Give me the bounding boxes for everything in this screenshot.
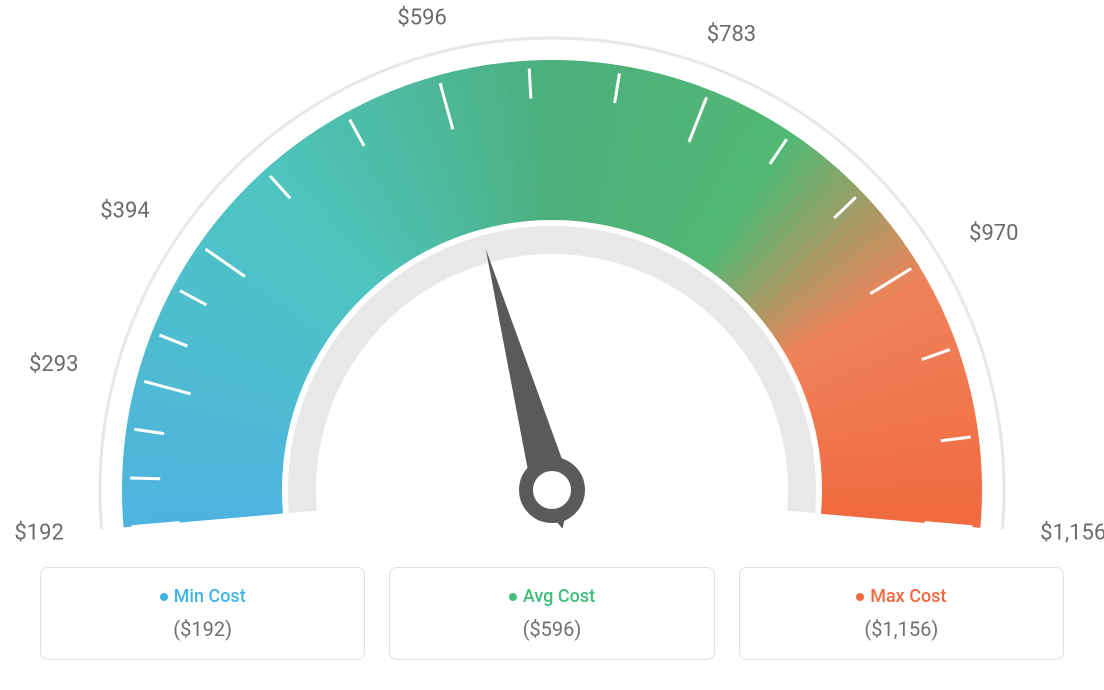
gauge-chart-container: { "gauge": { "type": "gauge", "min_value… — [0, 0, 1104, 690]
legend-min-value: ($192) — [53, 617, 352, 641]
tick-label: $394 — [100, 198, 149, 223]
minor-tick — [130, 478, 160, 479]
gauge-svg: $192 $293 $394 $596 $783 $970 $1,156 — [0, 0, 1104, 560]
tick-label: $783 — [707, 22, 756, 47]
legend-avg-value: ($596) — [402, 617, 701, 641]
legend-max-dot-icon — [856, 593, 864, 601]
legend-min-label: Min Cost — [53, 586, 352, 607]
tick-label: $293 — [29, 352, 78, 377]
needle-hub-icon — [526, 464, 578, 516]
legend-min-box: Min Cost ($192) — [40, 567, 365, 660]
legend-avg-label: Avg Cost — [402, 586, 701, 607]
legend-avg-box: Avg Cost ($596) — [389, 567, 714, 660]
legend-max-value: ($1,156) — [752, 617, 1051, 641]
legend-row: Min Cost ($192) Avg Cost ($596) Max Cost… — [0, 567, 1104, 660]
legend-max-label: Max Cost — [752, 586, 1051, 607]
legend-min-dot-icon — [160, 593, 168, 601]
legend-max-box: Max Cost ($1,156) — [739, 567, 1064, 660]
tick-label: $596 — [397, 6, 446, 31]
tick-label: $970 — [969, 221, 1018, 246]
tick-label: $192 — [14, 521, 63, 546]
tick-label: $1,156 — [1040, 521, 1104, 546]
legend-avg-dot-icon — [509, 593, 517, 601]
minor-tick — [529, 69, 531, 99]
